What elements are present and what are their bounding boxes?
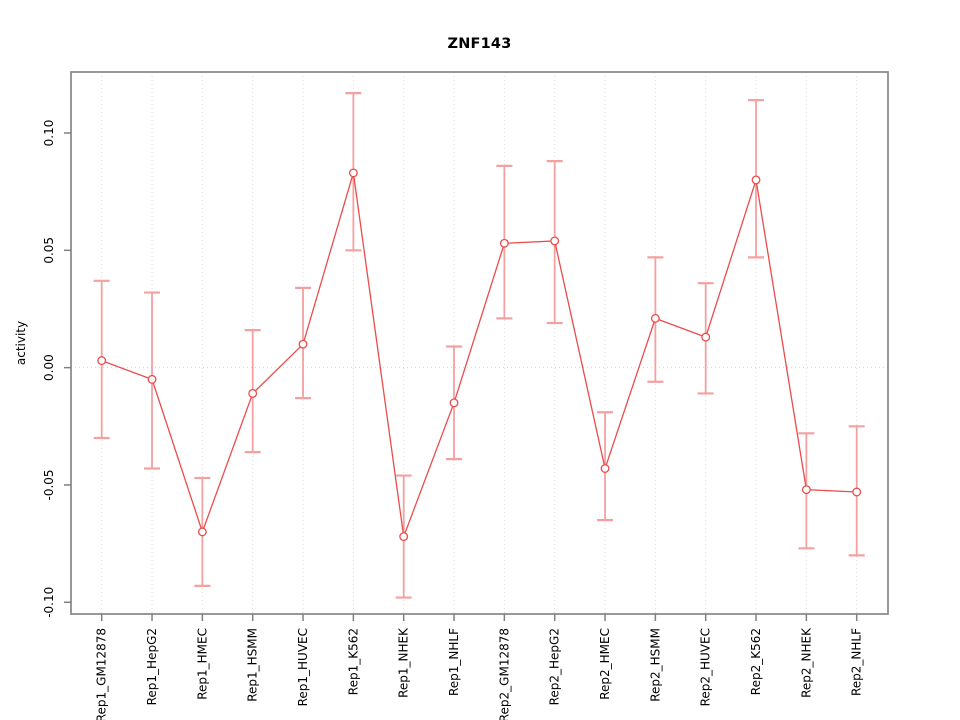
error-bars: [93, 92, 865, 599]
x-tick-label: Rep1_K562: [346, 628, 360, 695]
data-point: [449, 398, 459, 408]
data-point: [600, 464, 610, 473]
y-tick-label: -0.05: [42, 469, 56, 500]
x-tick-label: Rep2_K562: [749, 628, 763, 695]
y-axis-label: activity: [14, 321, 28, 365]
data-point: [701, 332, 711, 342]
data-point: [147, 374, 157, 384]
data-point: [298, 339, 308, 349]
x-tick-label: Rep1_GM12878: [95, 628, 109, 720]
data-point: [751, 175, 761, 185]
data-point: [852, 487, 862, 497]
x-tick-label: Rep1_HSMM: [246, 628, 260, 702]
x-tick-label: Rep1_NHLF: [447, 628, 461, 696]
data-point: [197, 527, 207, 537]
plot-border: [70, 71, 889, 615]
data-point: [801, 485, 811, 495]
series-line: [101, 172, 857, 537]
chart-title: ZNF143: [447, 36, 512, 52]
data-point: [650, 313, 660, 323]
y-tick-label: 0.05: [42, 237, 56, 264]
data-point: [248, 388, 258, 398]
x-tick-label: Rep1_HUVEC: [296, 628, 310, 706]
x-tick-label: Rep1_HMEC: [195, 628, 209, 700]
x-tick-label: Rep2_NHLF: [850, 628, 864, 696]
data-point: [499, 238, 509, 248]
x-tick-label: Rep1_HepG2: [145, 628, 159, 705]
data-point: [348, 168, 358, 178]
grid-lines: [101, 72, 858, 614]
data-point: [97, 356, 107, 366]
x-tick-label: Rep2_GM12878: [497, 628, 511, 720]
x-tick-label: Rep1_NHEK: [397, 627, 411, 698]
x-axis: Rep1_GM12878 Rep1_HepG2 Rep1_HMEC Rep1_HSMM…: [95, 614, 864, 720]
x-tick-label: Rep2_NHEK: [799, 627, 813, 698]
x-tick-label: Rep2_HMEC: [598, 628, 612, 700]
y-tick-label: 0.10: [42, 120, 56, 147]
x-tick-label: Rep2_HSMM: [648, 628, 662, 702]
y-tick-label: 0.00: [42, 354, 56, 381]
data-points: [97, 168, 862, 542]
data-point: [399, 532, 409, 542]
y-tick-label: -0.10: [42, 587, 56, 618]
data-point: [550, 236, 560, 246]
y-axis: -0.10 -0.05 0.00 0.05 0.10: [42, 120, 71, 618]
x-tick-label: Rep2_HUVEC: [699, 628, 713, 706]
x-tick-label: Rep2_HepG2: [548, 628, 562, 705]
